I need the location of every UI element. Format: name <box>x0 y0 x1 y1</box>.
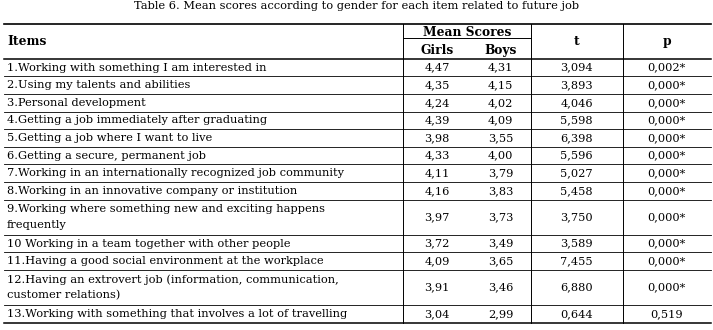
Text: 7,455: 7,455 <box>560 256 593 266</box>
Text: 4.Getting a job immediately after graduating: 4.Getting a job immediately after gradua… <box>7 115 267 125</box>
Text: 3,73: 3,73 <box>488 212 513 222</box>
Text: 4,15: 4,15 <box>488 80 513 90</box>
Text: 0,519: 0,519 <box>650 309 683 319</box>
Text: 6.Getting a secure, permanent job: 6.Getting a secure, permanent job <box>7 150 206 161</box>
Text: 10 Working in a team together with other people: 10 Working in a team together with other… <box>7 239 291 248</box>
Text: 3.Personal development: 3.Personal development <box>7 98 146 108</box>
Text: 4,31: 4,31 <box>488 63 513 73</box>
Text: 0,644: 0,644 <box>560 309 593 319</box>
Text: 5,596: 5,596 <box>560 150 593 161</box>
Text: 12.Having an extrovert job (information, communication,: 12.Having an extrovert job (information,… <box>7 275 339 285</box>
Text: 13.Working with something that involves a lot of travelling: 13.Working with something that involves … <box>7 309 347 319</box>
Text: 3,83: 3,83 <box>488 186 513 196</box>
Text: 5,458: 5,458 <box>560 186 593 196</box>
Text: 3,589: 3,589 <box>560 239 593 248</box>
Text: 3,65: 3,65 <box>488 256 513 266</box>
Text: 3,04: 3,04 <box>424 309 450 319</box>
Text: 0,000*: 0,000* <box>647 133 686 143</box>
Text: 4,33: 4,33 <box>424 150 450 161</box>
Text: 0,000*: 0,000* <box>647 150 686 161</box>
Text: Girls: Girls <box>421 44 453 56</box>
Text: 5.Getting a job where I want to live: 5.Getting a job where I want to live <box>7 133 212 143</box>
Text: Table 6. Mean scores according to gender for each item related to future job: Table 6. Mean scores according to gender… <box>134 1 579 11</box>
Text: 3,49: 3,49 <box>488 239 513 248</box>
Text: 4,16: 4,16 <box>424 186 450 196</box>
Text: 3,893: 3,893 <box>560 80 593 90</box>
Text: 4,39: 4,39 <box>424 115 450 125</box>
Text: 9.Working where something new and exciting happens: 9.Working where something new and exciti… <box>7 205 325 214</box>
Text: p: p <box>662 35 671 48</box>
Text: 0,000*: 0,000* <box>647 115 686 125</box>
Text: 7.Working in an internationally recognized job community: 7.Working in an internationally recogniz… <box>7 168 344 178</box>
Text: 0,000*: 0,000* <box>647 282 686 293</box>
Text: customer relations): customer relations) <box>7 290 120 300</box>
Text: 4,35: 4,35 <box>424 80 450 90</box>
Text: 2,99: 2,99 <box>488 309 513 319</box>
Text: 4,47: 4,47 <box>424 63 450 73</box>
Text: 5,027: 5,027 <box>560 168 593 178</box>
Text: frequently: frequently <box>7 220 67 230</box>
Text: t: t <box>574 35 580 48</box>
Text: 0,000*: 0,000* <box>647 239 686 248</box>
Text: 5,598: 5,598 <box>560 115 593 125</box>
Text: 8.Working in an innovative company or institution: 8.Working in an innovative company or in… <box>7 186 297 196</box>
Text: 11.Having a good social environment at the workplace: 11.Having a good social environment at t… <box>7 256 324 266</box>
Text: 3,750: 3,750 <box>560 212 593 222</box>
Text: 3,98: 3,98 <box>424 133 450 143</box>
Text: 3,094: 3,094 <box>560 63 593 73</box>
Text: 3,91: 3,91 <box>424 282 450 293</box>
Text: 6,398: 6,398 <box>560 133 593 143</box>
Text: 3,72: 3,72 <box>424 239 450 248</box>
Text: 4,09: 4,09 <box>424 256 450 266</box>
Text: Mean Scores: Mean Scores <box>423 26 511 39</box>
Text: 0,000*: 0,000* <box>647 80 686 90</box>
Text: 0,000*: 0,000* <box>647 256 686 266</box>
Text: 0,000*: 0,000* <box>647 212 686 222</box>
Text: Boys: Boys <box>484 44 517 56</box>
Text: 2.Using my talents and abilities: 2.Using my talents and abilities <box>7 80 190 90</box>
Text: Items: Items <box>7 35 46 48</box>
Text: 4,046: 4,046 <box>560 98 593 108</box>
Text: 4,24: 4,24 <box>424 98 450 108</box>
Text: 0,000*: 0,000* <box>647 186 686 196</box>
Text: 0,002*: 0,002* <box>647 63 686 73</box>
Text: 0,000*: 0,000* <box>647 98 686 108</box>
Text: 3,97: 3,97 <box>424 212 450 222</box>
Text: 3,46: 3,46 <box>488 282 513 293</box>
Text: 1.Working with something I am interested in: 1.Working with something I am interested… <box>7 63 267 73</box>
Text: 4,09: 4,09 <box>488 115 513 125</box>
Text: 4,00: 4,00 <box>488 150 513 161</box>
Text: 0,000*: 0,000* <box>647 168 686 178</box>
Text: 3,55: 3,55 <box>488 133 513 143</box>
Text: 4,11: 4,11 <box>424 168 450 178</box>
Text: 4,02: 4,02 <box>488 98 513 108</box>
Text: 6,880: 6,880 <box>560 282 593 293</box>
Text: 3,79: 3,79 <box>488 168 513 178</box>
